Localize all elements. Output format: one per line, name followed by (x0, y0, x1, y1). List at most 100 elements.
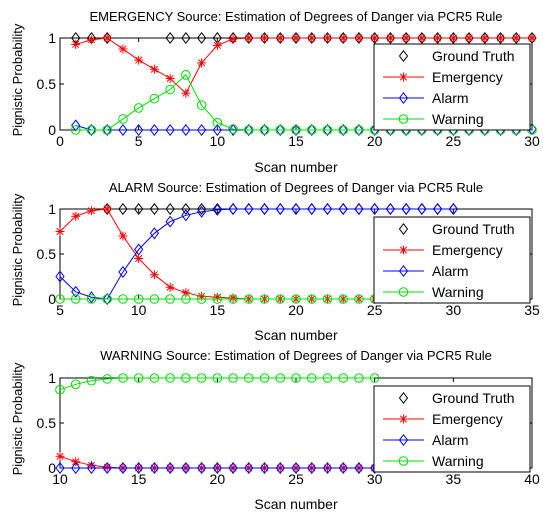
data-point-warning (275, 294, 286, 304)
data-point-alarm (448, 203, 458, 216)
data-point-ground-truth (370, 32, 380, 45)
y-axis-label: Pignistic Probability (10, 362, 25, 475)
data-point-alarm (291, 461, 301, 474)
data-point-ground-truth (212, 203, 222, 216)
data-point-warning (165, 373, 175, 383)
data-point-emergency (102, 204, 112, 214)
legend-box (373, 216, 531, 304)
chart-panel-3: WARNING Source: Estimation of Degrees of… (10, 348, 540, 512)
legend-label-ground-truth: Ground Truth (432, 48, 515, 64)
data-point-emergency (448, 33, 458, 43)
data-point-alarm (55, 461, 65, 474)
data-point-emergency (228, 293, 238, 303)
data-point-warning (228, 373, 238, 383)
data-point-alarm (244, 123, 254, 136)
data-point-alarm (322, 461, 333, 474)
data-point-alarm (338, 123, 348, 136)
x-tick-label: 20 (288, 302, 304, 318)
series-line-warning (59, 377, 375, 391)
data-point-alarm (134, 461, 144, 474)
data-point-ground-truth (275, 32, 285, 45)
legend-marker-warning (398, 114, 409, 124)
y-tick-label: 1 (48, 201, 56, 217)
data-point-emergency (354, 33, 364, 43)
data-point-alarm (432, 203, 443, 216)
data-point-alarm (417, 203, 427, 216)
data-point-ground-truth (338, 32, 348, 45)
data-point-emergency (102, 462, 112, 472)
data-point-warning (322, 294, 333, 304)
legend-marker-emergency (399, 414, 408, 424)
x-tick-label: 25 (367, 302, 383, 318)
data-point-warning (86, 294, 97, 304)
data-point-alarm (291, 123, 301, 136)
data-point-emergency (464, 33, 474, 43)
data-point-warning (55, 384, 65, 395)
legend-label-ground-truth: Ground Truth (432, 390, 515, 406)
data-point-ground-truth (118, 203, 128, 216)
x-tick-label: 0 (56, 133, 64, 149)
data-point-emergency (307, 33, 317, 43)
data-point-emergency (118, 231, 128, 241)
data-point-warning (86, 125, 97, 135)
data-point-warning (369, 373, 380, 383)
x-tick-label: 15 (288, 133, 304, 149)
data-point-alarm (165, 123, 175, 136)
y-tick-label: 1 (48, 370, 56, 386)
series-warning (55, 373, 380, 395)
data-point-warning (228, 124, 238, 134)
legend-marker-emergency (399, 245, 408, 255)
data-point-alarm (275, 123, 285, 136)
data-point-alarm (86, 461, 97, 474)
data-point-emergency (149, 64, 159, 74)
legend-marker-ground-truth (398, 391, 409, 405)
data-point-alarm (55, 270, 65, 283)
data-point-warning (149, 93, 160, 104)
data-point-emergency (134, 254, 144, 263)
data-point-emergency (228, 34, 238, 44)
legend-box (373, 385, 531, 473)
legend-label-emergency: Emergency (432, 242, 503, 258)
data-point-emergency (291, 33, 301, 43)
data-point-ground-truth (511, 32, 521, 45)
data-point-alarm (181, 461, 191, 474)
x-tick-label: 20 (210, 471, 226, 487)
data-point-emergency (71, 39, 81, 49)
data-point-warning (228, 294, 238, 304)
data-point-emergency (433, 33, 443, 43)
data-point-emergency (71, 457, 81, 467)
data-point-emergency (165, 282, 175, 292)
data-point-warning (306, 373, 317, 383)
legend-label-warning: Warning (432, 111, 484, 127)
data-point-warning (306, 294, 317, 304)
data-point-alarm (244, 203, 254, 216)
data-point-alarm (401, 203, 411, 216)
data-point-alarm (71, 119, 81, 132)
data-point-emergency (212, 40, 222, 50)
data-point-warning (133, 103, 144, 113)
data-point-alarm (307, 123, 317, 136)
data-point-emergency (511, 33, 521, 43)
data-point-ground-truth (149, 203, 160, 216)
data-point-warning (212, 373, 223, 383)
x-tick-label: 30 (367, 471, 383, 487)
data-point-warning (244, 294, 254, 304)
data-point-warning (212, 294, 223, 304)
x-tick-label: 5 (135, 133, 143, 149)
data-point-warning (86, 375, 97, 386)
legend-marker-alarm (398, 433, 409, 447)
data-point-warning (196, 100, 207, 110)
data-point-warning (322, 125, 333, 135)
data-point-emergency (102, 33, 112, 43)
x-tick-label: 15 (210, 302, 226, 318)
data-point-warning (118, 373, 128, 383)
data-point-ground-truth (480, 32, 490, 45)
data-point-ground-truth (134, 203, 144, 216)
data-point-ground-truth (291, 32, 301, 45)
data-point-alarm (385, 203, 396, 216)
data-point-ground-truth (259, 32, 270, 45)
data-point-emergency (197, 58, 207, 68)
data-point-ground-truth (448, 32, 458, 45)
legend-marker-alarm (398, 264, 409, 278)
data-point-alarm (181, 209, 191, 222)
